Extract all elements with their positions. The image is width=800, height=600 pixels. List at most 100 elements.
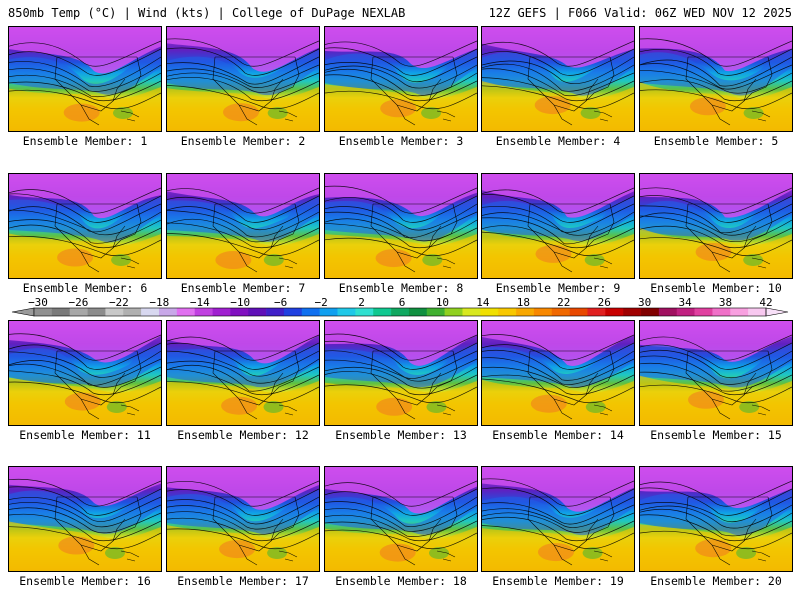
colorbar-swatch [212, 308, 231, 316]
colorbar-tick-label: −22 [108, 296, 129, 309]
ensemble-member-label: Ensemble Member: 4 [495, 134, 621, 148]
ensemble-member-map-20 [639, 466, 793, 572]
colorbar-swatch [516, 308, 535, 316]
colorbar-swatch [748, 308, 767, 316]
ensemble-member-label: Ensemble Member: 1 [22, 134, 148, 148]
colorbar-swatch [176, 308, 195, 316]
ensemble-member-map-3 [324, 26, 478, 132]
ensemble-member-map-1 [8, 26, 162, 132]
ensemble-member-map-19 [481, 466, 635, 572]
ensemble-member-label: Ensemble Member: 14 [492, 428, 624, 442]
colorbar-swatch [194, 308, 213, 316]
colorbar-swatch [498, 308, 517, 316]
colorbar-swatch [569, 308, 588, 316]
ensemble-member-map-16 [8, 466, 162, 572]
colorbar-swatch [266, 308, 285, 316]
colorbar-tick-label: 26 [597, 296, 611, 309]
colorbar-tick-label: −6 [274, 296, 288, 309]
ensemble-member-map-10 [639, 173, 793, 279]
ensemble-member-map-18 [324, 466, 478, 572]
ensemble-member-label: Ensemble Member: 2 [180, 134, 306, 148]
colorbar-low-arrow [11, 307, 35, 317]
temperature-map [640, 174, 792, 278]
ensemble-member-label: Ensemble Member: 10 [650, 281, 782, 295]
temperature-map [167, 174, 319, 278]
ensemble-member-label: Ensemble Member: 5 [653, 134, 779, 148]
colorbar-tick-label: 18 [516, 296, 530, 309]
ensemble-member-map-8 [324, 173, 478, 279]
run-valid-time: 12Z GEFS | F066 Valid: 06Z WED NOV 12 20… [488, 6, 792, 20]
colorbar-tick-label: 10 [435, 296, 450, 309]
ensemble-member-label: Ensemble Member: 18 [335, 574, 467, 588]
ensemble-member-label: Ensemble Member: 7 [180, 281, 306, 295]
colorbar-swatch [444, 308, 463, 316]
colorbar-swatch [676, 308, 695, 316]
colorbar-swatch [623, 308, 642, 316]
ensemble-member-label: Ensemble Member: 3 [338, 134, 464, 148]
temperature-map [9, 321, 161, 425]
ensemble-member-map-12 [166, 320, 320, 426]
ensemble-member-map-11 [8, 320, 162, 426]
colorbar-swatch [480, 308, 499, 316]
ensemble-member-label: Ensemble Member: 20 [650, 574, 782, 588]
colorbar-swatch [51, 308, 70, 316]
colorbar-swatch [105, 308, 124, 316]
colorbar-tick-label: 2 [358, 296, 365, 309]
temperature-map [167, 27, 319, 131]
ensemble-member-label: Ensemble Member: 12 [177, 428, 309, 442]
ensemble-member-map-14 [481, 320, 635, 426]
colorbar-swatch [87, 308, 106, 316]
ensemble-member-map-13 [324, 320, 478, 426]
ensemble-member-label: Ensemble Member: 15 [650, 428, 782, 442]
temperature-colorbar [11, 307, 789, 317]
colorbar-tick-label: −18 [149, 296, 170, 309]
colorbar-tick-label: −26 [68, 296, 89, 309]
ensemble-member-map-15 [639, 320, 793, 426]
colorbar-swatch [641, 308, 660, 316]
temperature-map [9, 174, 161, 278]
colorbar-tick-label: 22 [557, 296, 571, 309]
colorbar-tick-label: −2 [314, 296, 328, 309]
ensemble-member-label: Ensemble Member: 8 [338, 281, 464, 295]
colorbar-swatch [248, 308, 267, 316]
colorbar-swatch [373, 308, 392, 316]
temperature-map [167, 467, 319, 571]
ensemble-member-label: Ensemble Member: 16 [19, 574, 151, 588]
colorbar-swatch [319, 308, 338, 316]
temperature-map [167, 321, 319, 425]
colorbar-tick-label: −30 [28, 296, 48, 309]
colorbar-swatch [34, 308, 53, 316]
ensemble-member-map-9 [481, 173, 635, 279]
colorbar-tick-label: 34 [678, 296, 692, 309]
ensemble-member-label: Ensemble Member: 19 [492, 574, 624, 588]
colorbar-swatch [658, 308, 678, 316]
colorbar-tick-label: 42 [759, 296, 773, 309]
colorbar-swatch [337, 308, 356, 316]
colorbar-swatch [426, 308, 445, 316]
colorbar-swatch [69, 308, 88, 316]
colorbar-swatch [230, 308, 249, 316]
colorbar-tick-label: 38 [718, 296, 733, 309]
colorbar-high-arrow [765, 307, 789, 317]
temperature-map [640, 467, 792, 571]
colorbar-tick-label: −14 [189, 296, 210, 309]
temperature-map [482, 27, 634, 131]
colorbar-swatch [355, 308, 374, 316]
ensemble-member-label: Ensemble Member: 11 [19, 428, 151, 442]
temperature-map [482, 174, 634, 278]
colorbar-swatch [301, 308, 320, 316]
temperature-map [482, 467, 634, 571]
colorbar-swatch [551, 308, 570, 316]
ensemble-member-map-6 [8, 173, 162, 279]
ensemble-member-label: Ensemble Member: 6 [22, 281, 148, 295]
ensemble-member-map-7 [166, 173, 320, 279]
ensemble-member-map-2 [166, 26, 320, 132]
ensemble-member-label: Ensemble Member: 17 [177, 574, 309, 588]
colorbar-swatch [408, 308, 428, 316]
colorbar-swatch [587, 308, 606, 316]
colorbar-swatch [283, 308, 303, 316]
temperature-map [325, 174, 477, 278]
temperature-map [325, 467, 477, 571]
colorbar-swatch [158, 308, 178, 316]
ensemble-member-map-5 [639, 26, 793, 132]
